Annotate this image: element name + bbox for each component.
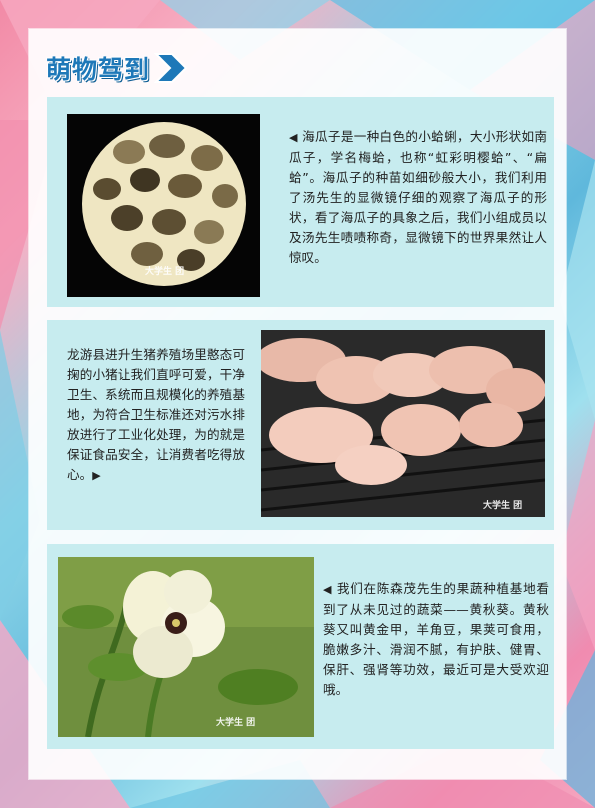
triangle-right-icon: ▶ [92,469,101,482]
triangle-left-icon: ◀ [323,583,333,596]
section-card-clams: 大学生 团 ◀ 海瓜子是一种白色的小蛤蜊，大小形状如南瓜子，学名梅蛤，也称“虹彩… [47,97,554,307]
chevron-right-icon [154,53,188,83]
section-card-piglets: 龙游县进升生猪养殖场里憨态可掬的小猪让我们直呼可爱，干净卫生、系统而且规模化的养… [47,320,554,530]
page-heading: 萌物驾到 [46,48,188,88]
section-paragraph: 我们在陈森茂先生的果蔬种植基地看到了从未见过的蔬菜——黄秋葵。黄秋葵又叫黄金甲，… [323,581,549,697]
section-paragraph: 海瓜子是一种白色的小蛤蜊，大小形状如南瓜子，学名梅蛤，也称“虹彩明樱蛤”、“扁蛤… [289,129,548,265]
piglets-photo: 大学生 团 [261,330,545,517]
photo-watermark: 大学生 团 [145,267,185,277]
okra-flower-photo: 大学生 团 [58,557,314,737]
section-paragraph: 龙游县进升生猪养殖场里憨态可掬的小猪让我们直呼可爱，干净卫生、系统而且规模化的养… [67,347,245,482]
microscope-clam-photo: 大学生 团 [67,114,260,297]
section-text-okra: ◀ 我们在陈森茂先生的果蔬种植基地看到了从未见过的蔬菜——黄秋葵。黄秋葵又叫黄金… [323,579,549,700]
section-text-clams: ◀ 海瓜子是一种白色的小蛤蜊，大小形状如南瓜子，学名梅蛤，也称“虹彩明樱蛤”、“… [289,127,547,268]
section-card-okra: 大学生 团 ◀ 我们在陈森茂先生的果蔬种植基地看到了从未见过的蔬菜——黄秋葵。黄… [47,544,554,749]
photo-watermark: 大学生 团 [483,501,523,511]
section-text-piglets: 龙游县进升生猪养殖场里憨态可掬的小猪让我们直呼可爱，干净卫生、系统而且规模化的养… [67,345,245,486]
page-title: 萌物驾到 [46,55,151,84]
photo-watermark: 大学生 团 [216,718,256,728]
triangle-left-icon: ◀ [289,131,298,144]
